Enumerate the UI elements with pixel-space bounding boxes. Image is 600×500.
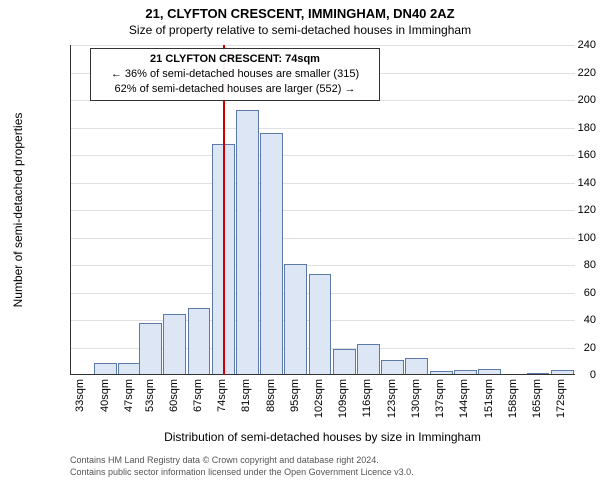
xtick-label: 144sqm bbox=[458, 379, 470, 418]
ytick-label: 200 bbox=[530, 94, 596, 106]
xtick-label: 172sqm bbox=[555, 379, 567, 418]
xtick-label: 165sqm bbox=[531, 379, 543, 418]
ytick-label: 40 bbox=[530, 314, 596, 326]
xtick-label: 109sqm bbox=[337, 379, 349, 418]
infobox-line2: ← 36% of semi-detached houses are smalle… bbox=[99, 67, 371, 82]
gridline bbox=[71, 265, 575, 266]
xtick-label: 53sqm bbox=[144, 379, 156, 412]
footer-line1: Contains HM Land Registry data © Crown c… bbox=[70, 455, 414, 467]
xtick-label: 40sqm bbox=[99, 379, 111, 412]
infobox-line3: 62% of semi-detached houses are larger (… bbox=[99, 82, 371, 97]
ytick-label: 160 bbox=[530, 149, 596, 161]
x-axis-label: Distribution of semi-detached houses by … bbox=[70, 430, 575, 444]
xtick-label: 158sqm bbox=[507, 379, 519, 418]
infobox-line1: 21 CLYFTON CRESCENT: 74sqm bbox=[99, 52, 371, 67]
xtick-label: 123sqm bbox=[386, 379, 398, 418]
xtick-label: 88sqm bbox=[265, 379, 277, 412]
ytick-label: 100 bbox=[530, 232, 596, 244]
histogram-bar bbox=[284, 264, 307, 374]
xtick-label: 130sqm bbox=[410, 379, 422, 418]
histogram-bar bbox=[188, 308, 211, 374]
gridline bbox=[71, 183, 575, 184]
gridline bbox=[71, 210, 575, 211]
ytick-label: 240 bbox=[530, 39, 596, 51]
ytick-label: 60 bbox=[530, 287, 596, 299]
gridline bbox=[71, 238, 575, 239]
xtick-label: 102sqm bbox=[313, 379, 325, 418]
histogram-bar bbox=[381, 360, 404, 374]
histogram-bar bbox=[430, 371, 453, 374]
xtick-label: 81sqm bbox=[240, 379, 252, 412]
xtick-label: 95sqm bbox=[289, 379, 301, 412]
histogram-bar bbox=[478, 369, 501, 375]
ytick-label: 120 bbox=[530, 204, 596, 216]
histogram-bar bbox=[236, 110, 259, 374]
info-annotation-box: 21 CLYFTON CRESCENT: 74sqm ← 36% of semi… bbox=[90, 48, 380, 101]
histogram-bar bbox=[454, 370, 477, 374]
xtick-label: 47sqm bbox=[123, 379, 135, 412]
gridline bbox=[71, 45, 575, 46]
histogram-bar bbox=[260, 133, 283, 374]
histogram-bar bbox=[118, 363, 141, 374]
histogram-bar bbox=[139, 323, 162, 374]
histogram-bar bbox=[405, 358, 428, 375]
histogram-bar bbox=[163, 314, 186, 375]
xtick-label: 116sqm bbox=[361, 379, 373, 417]
y-axis-label: Number of semi-detached properties bbox=[11, 113, 25, 308]
ytick-label: 220 bbox=[530, 67, 596, 79]
xtick-label: 60sqm bbox=[168, 379, 180, 412]
xtick-label: 74sqm bbox=[216, 379, 228, 412]
ytick-label: 180 bbox=[530, 122, 596, 134]
chart-container: 21, CLYFTON CRESCENT, IMMINGHAM, DN40 2A… bbox=[0, 0, 600, 500]
footer-line2: Contains public sector information licen… bbox=[70, 467, 414, 479]
histogram-bar bbox=[309, 274, 332, 374]
gridline bbox=[71, 128, 575, 129]
ytick-label: 140 bbox=[530, 177, 596, 189]
gridline bbox=[71, 155, 575, 156]
ytick-label: 80 bbox=[530, 259, 596, 271]
ytick-label: 20 bbox=[530, 342, 596, 354]
xtick-label: 33sqm bbox=[74, 379, 86, 412]
histogram-bar bbox=[333, 349, 356, 374]
xtick-label: 67sqm bbox=[192, 379, 204, 412]
histogram-bar bbox=[94, 363, 117, 374]
xtick-label: 151sqm bbox=[483, 379, 495, 418]
xtick-label: 137sqm bbox=[434, 379, 446, 418]
footer-attribution: Contains HM Land Registry data © Crown c… bbox=[70, 455, 414, 478]
histogram-bar bbox=[357, 344, 380, 374]
